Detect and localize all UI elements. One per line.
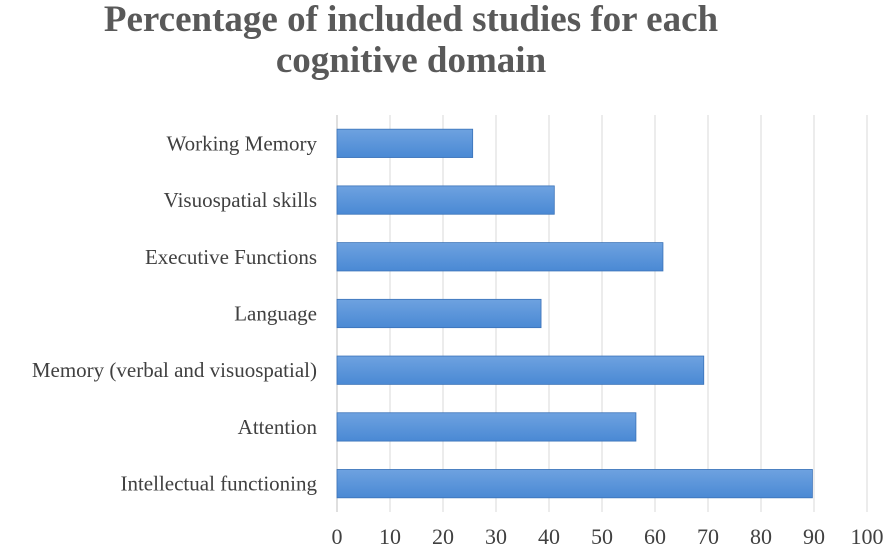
x-tick-label: 30 (485, 524, 507, 549)
x-tick-label: 60 (644, 524, 666, 549)
category-label: Intellectual functioning (120, 472, 317, 496)
gridlines (336, 115, 868, 512)
bar (336, 469, 813, 499)
x-tick-label: 40 (538, 524, 560, 549)
bar (336, 128, 474, 158)
x-tick-label: 0 (332, 524, 343, 549)
bar (336, 185, 555, 215)
category-labels: Working Memory Visuospatial skills Executi… (32, 131, 318, 495)
bar (336, 355, 705, 385)
bar (336, 412, 637, 442)
bar (336, 242, 664, 272)
x-tick-label: 100 (851, 524, 884, 549)
x-tick-label: 90 (803, 524, 825, 549)
x-tick-labels: 0 10 20 30 40 50 60 70 80 90 100 (332, 524, 884, 549)
category-label: Memory (verbal and visuospatial) (32, 358, 317, 382)
category-label: Working Memory (166, 131, 317, 155)
chart-title-line-1: Percentage of included studies for each (104, 0, 719, 40)
category-label: Attention (238, 415, 318, 439)
x-tick-label: 70 (697, 524, 719, 549)
category-label: Language (234, 302, 317, 326)
x-tick-label: 80 (750, 524, 772, 549)
x-tick-label: 10 (379, 524, 401, 549)
category-label: Visuospatial skills (164, 188, 317, 212)
bars (336, 128, 813, 499)
x-tick-label: 20 (432, 524, 454, 549)
bar (336, 298, 542, 329)
x-tick-label: 50 (591, 524, 613, 549)
category-label: Executive Functions (145, 245, 317, 269)
chart-title-line-2: cognitive domain (276, 40, 547, 81)
